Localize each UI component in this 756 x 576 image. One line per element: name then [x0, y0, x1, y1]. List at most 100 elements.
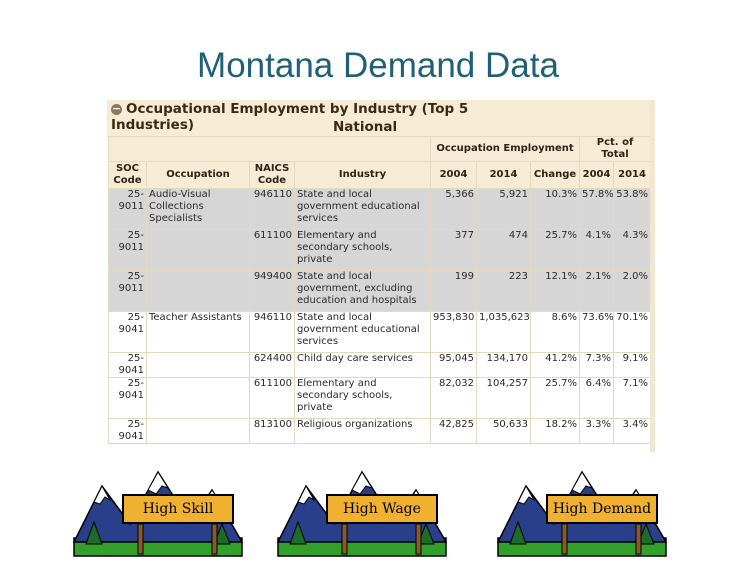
panel-header: − Occupational Employment by Industry (To… — [107, 100, 655, 138]
collapse-icon[interactable]: − — [111, 102, 122, 115]
soc-code: 25-9011 — [108, 270, 147, 312]
soc-code: 25-9011 — [108, 229, 147, 271]
emp-2004: 95,045 — [430, 352, 477, 378]
table-row: 25-9041 624400 Child day care services 9… — [108, 352, 652, 378]
naics-code: 949400 — [249, 270, 295, 312]
slide-title: Montana Demand Data — [197, 46, 559, 85]
naics-code: 624400 — [249, 352, 295, 378]
change: 25.7% — [529, 229, 581, 271]
employment-table: Occupation Employment Pct. of Total SOC … — [108, 136, 652, 444]
occupation — [146, 229, 250, 271]
naics-code: 946110 — [249, 311, 295, 353]
emp-2004: 199 — [430, 270, 477, 312]
emp-2014: 104,257 — [476, 377, 531, 419]
pct-2004: 7.3% — [579, 352, 615, 378]
change: 10.3% — [529, 188, 581, 230]
high-demand-sign: High Demand — [496, 464, 668, 558]
pct-2004: 57.8% — [579, 188, 615, 230]
industry: Elementary and secondary schools, privat… — [294, 377, 431, 419]
pct-2014: 53.8% — [613, 188, 652, 230]
pct-2014: 3.4% — [613, 418, 652, 444]
table-row: 25-9011 611100 Elementary and secondary … — [108, 229, 652, 271]
column-header-row: SOC Code Occupation NAICS Code Industry … — [108, 161, 652, 189]
pct-2014: 4.3% — [613, 229, 652, 271]
screenshot-edge — [650, 100, 655, 452]
occupation[interactable]: Audio-Visual Collections Specialists — [146, 188, 250, 230]
occupation — [146, 352, 250, 378]
change: 8.6% — [529, 311, 581, 353]
panel-title-line2: Industries) — [111, 116, 195, 133]
group-header-blank — [108, 136, 431, 162]
occupation — [146, 418, 250, 444]
pct-2004: 2.1% — [579, 270, 615, 312]
table-row: 25-9011 Audio-Visual Collections Special… — [108, 188, 652, 230]
col-header-soc-code[interactable]: SOC Code — [108, 161, 147, 189]
col-header-pct-2004[interactable]: 2004 — [579, 161, 615, 189]
industry: Child day care services — [294, 352, 431, 378]
group-header-pct-of-total: Pct. of Total — [579, 136, 652, 162]
emp-2004: 5,366 — [430, 188, 477, 230]
sign-label: High Demand — [546, 494, 658, 524]
col-header-occupation[interactable]: Occupation — [146, 161, 250, 189]
sign-label: High Wage — [326, 494, 438, 524]
pct-2004: 73.6% — [579, 311, 615, 353]
naics-code: 611100 — [249, 229, 295, 271]
change: 41.2% — [529, 352, 581, 378]
occupation — [146, 377, 250, 419]
high-skill-sign: High Skill — [72, 464, 244, 558]
pct-2004: 3.3% — [579, 418, 615, 444]
emp-2004: 82,032 — [430, 377, 477, 419]
col-header-pct-2014[interactable]: 2014 — [613, 161, 652, 189]
emp-2014: 134,170 — [476, 352, 531, 378]
pct-2014: 2.0% — [613, 270, 652, 312]
col-header-change[interactable]: Change — [529, 161, 581, 189]
industry: State and local government educational s… — [294, 311, 431, 353]
table-row: 25-9041 Teacher Assistants 946110 State … — [108, 311, 652, 353]
pct-2014: 70.1% — [613, 311, 652, 353]
panel-subtitle: National — [333, 119, 398, 135]
emp-2004: 42,825 — [430, 418, 477, 444]
soc-code: 25-9011 — [108, 188, 147, 230]
soc-code: 25-9041 — [108, 352, 147, 378]
emp-2014: 223 — [476, 270, 531, 312]
emp-2004: 377 — [430, 229, 477, 271]
naics-code: 611100 — [249, 377, 295, 419]
pct-2004: 6.4% — [579, 377, 615, 419]
emp-2004: 953,830 — [430, 311, 477, 353]
panel-title-line1: Occupational Employment by Industry (Top… — [126, 101, 469, 117]
industry: Elementary and secondary schools, privat… — [294, 229, 431, 271]
change: 18.2% — [529, 418, 581, 444]
soc-code: 25-9041 — [108, 311, 147, 353]
table-row: 25-9041 611100 Elementary and secondary … — [108, 377, 652, 419]
table-row: 25-9011 949400 State and local governmen… — [108, 270, 652, 312]
sign-label: High Skill — [122, 494, 234, 524]
naics-code: 946110 — [249, 188, 295, 230]
pct-2004: 4.1% — [579, 229, 615, 271]
pct-2014: 7.1% — [613, 377, 652, 419]
col-header-emp-2004[interactable]: 2004 — [430, 161, 477, 189]
occupation[interactable]: Teacher Assistants — [146, 311, 250, 353]
sign-row: High Skill High Wage High Demand — [0, 456, 756, 566]
occupation — [146, 270, 250, 312]
emp-2014: 50,633 — [476, 418, 531, 444]
col-header-emp-2014[interactable]: 2014 — [476, 161, 531, 189]
pct-2014: 9.1% — [613, 352, 652, 378]
emp-2014: 1,035,623 — [476, 311, 531, 353]
group-header-occupation-employment: Occupation Employment — [429, 136, 581, 162]
industry: Religious organizations — [294, 418, 431, 444]
panel-title: − Occupational Employment by Industry (To… — [111, 101, 481, 133]
change: 12.1% — [529, 270, 581, 312]
soc-code: 25-9041 — [108, 377, 147, 419]
soc-code: 25-9041 — [108, 418, 147, 444]
table-row: 25-9041 813100 Religious organizations 4… — [108, 418, 652, 444]
col-header-naics-code[interactable]: NAICS Code — [249, 161, 295, 189]
group-header-row: Occupation Employment Pct. of Total — [108, 136, 652, 162]
industry: State and local government educational s… — [294, 188, 431, 230]
emp-2014: 5,921 — [476, 188, 531, 230]
industry: State and local government, excluding ed… — [294, 270, 431, 312]
high-wage-sign: High Wage — [276, 464, 448, 558]
col-header-industry[interactable]: Industry — [294, 161, 431, 189]
naics-code: 813100 — [249, 418, 295, 444]
employment-table-screenshot: − Occupational Employment by Industry (To… — [107, 100, 655, 452]
change: 25.7% — [529, 377, 581, 419]
